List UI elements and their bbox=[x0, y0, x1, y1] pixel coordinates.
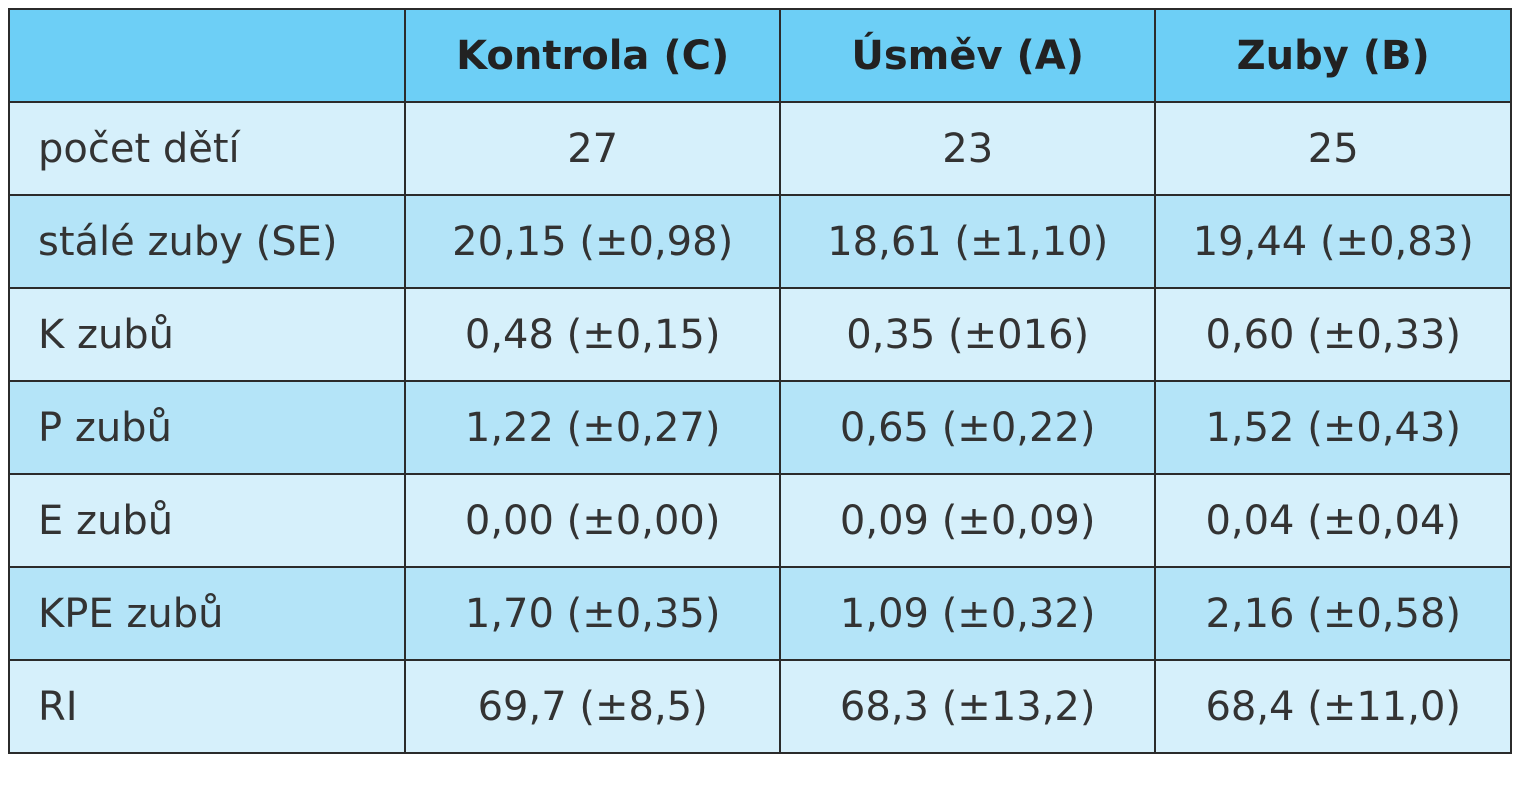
value-cell: 1,70 (±0,35) bbox=[404, 566, 781, 661]
value-cell: 2,16 (±0,58) bbox=[1154, 566, 1512, 661]
row-label: stálé zuby (SE) bbox=[7, 194, 407, 289]
value-cell: 0,48 (±0,15) bbox=[404, 287, 781, 382]
header-row: Kontrola (C) Úsměv (A) Zuby (B) bbox=[7, 8, 1512, 103]
value-cell: 18,61 (±1,10) bbox=[778, 194, 1157, 289]
value-cell: 19,44 (±0,83) bbox=[1154, 194, 1512, 289]
value-cell: 0,35 (±016) bbox=[778, 287, 1157, 382]
value-cell: 68,4 (±11,0) bbox=[1154, 659, 1512, 754]
value-cell: 1,52 (±0,43) bbox=[1154, 380, 1512, 475]
row-label: K zubů bbox=[7, 287, 407, 382]
table-body: počet dětí 27 23 25 stálé zuby (SE) 20,15 (±0… bbox=[7, 101, 1512, 754]
value-cell: 23 bbox=[778, 101, 1157, 196]
value-cell: 20,15 (±0,98) bbox=[404, 194, 781, 289]
table-row: počet dětí 27 23 25 bbox=[7, 101, 1512, 196]
table-row: RI 69,7 (±8,5) 68,3 (±13,2) 68,4 (±11,0) bbox=[7, 659, 1512, 754]
header-cell bbox=[7, 8, 407, 103]
value-cell: 1,09 (±0,32) bbox=[778, 566, 1157, 661]
value-cell: 0,60 (±0,33) bbox=[1154, 287, 1512, 382]
value-cell: 68,3 (±13,2) bbox=[778, 659, 1157, 754]
data-table: Kontrola (C) Úsměv (A) Zuby (B) počet dě… bbox=[7, 8, 1512, 754]
value-cell: 0,04 (±0,04) bbox=[1154, 473, 1512, 568]
header-cell: Úsměv (A) bbox=[778, 8, 1157, 103]
value-cell: 25 bbox=[1154, 101, 1512, 196]
value-cell: 0,65 (±0,22) bbox=[778, 380, 1157, 475]
header-cell: Kontrola (C) bbox=[404, 8, 781, 103]
row-label: KPE zubů bbox=[7, 566, 407, 661]
value-cell: 69,7 (±8,5) bbox=[404, 659, 781, 754]
row-label: RI bbox=[7, 659, 407, 754]
table-row: P zubů 1,22 (±0,27) 0,65 (±0,22) 1,52 (±0,4… bbox=[7, 380, 1512, 475]
value-cell: 0,00 (±0,00) bbox=[404, 473, 781, 568]
row-label: E zubů bbox=[7, 473, 407, 568]
row-label: P zubů bbox=[7, 380, 407, 475]
value-cell: 1,22 (±0,27) bbox=[404, 380, 781, 475]
table-row: E zubů 0,00 (±0,00) 0,09 (±0,09) 0,04 (±0,0… bbox=[7, 473, 1512, 568]
value-cell: 0,09 (±0,09) bbox=[778, 473, 1157, 568]
row-label: počet dětí bbox=[7, 101, 407, 196]
table-row: KPE zubů 1,70 (±0,35) 1,09 (±0,32) 2,16 (±0… bbox=[7, 566, 1512, 661]
table-row: stálé zuby (SE) 20,15 (±0,98) 18,61 (±1,10… bbox=[7, 194, 1512, 289]
value-cell: 27 bbox=[404, 101, 781, 196]
table-row: K zubů 0,48 (±0,15) 0,35 (±016) 0,60 (±0,33… bbox=[7, 287, 1512, 382]
header-cell: Zuby (B) bbox=[1154, 8, 1512, 103]
